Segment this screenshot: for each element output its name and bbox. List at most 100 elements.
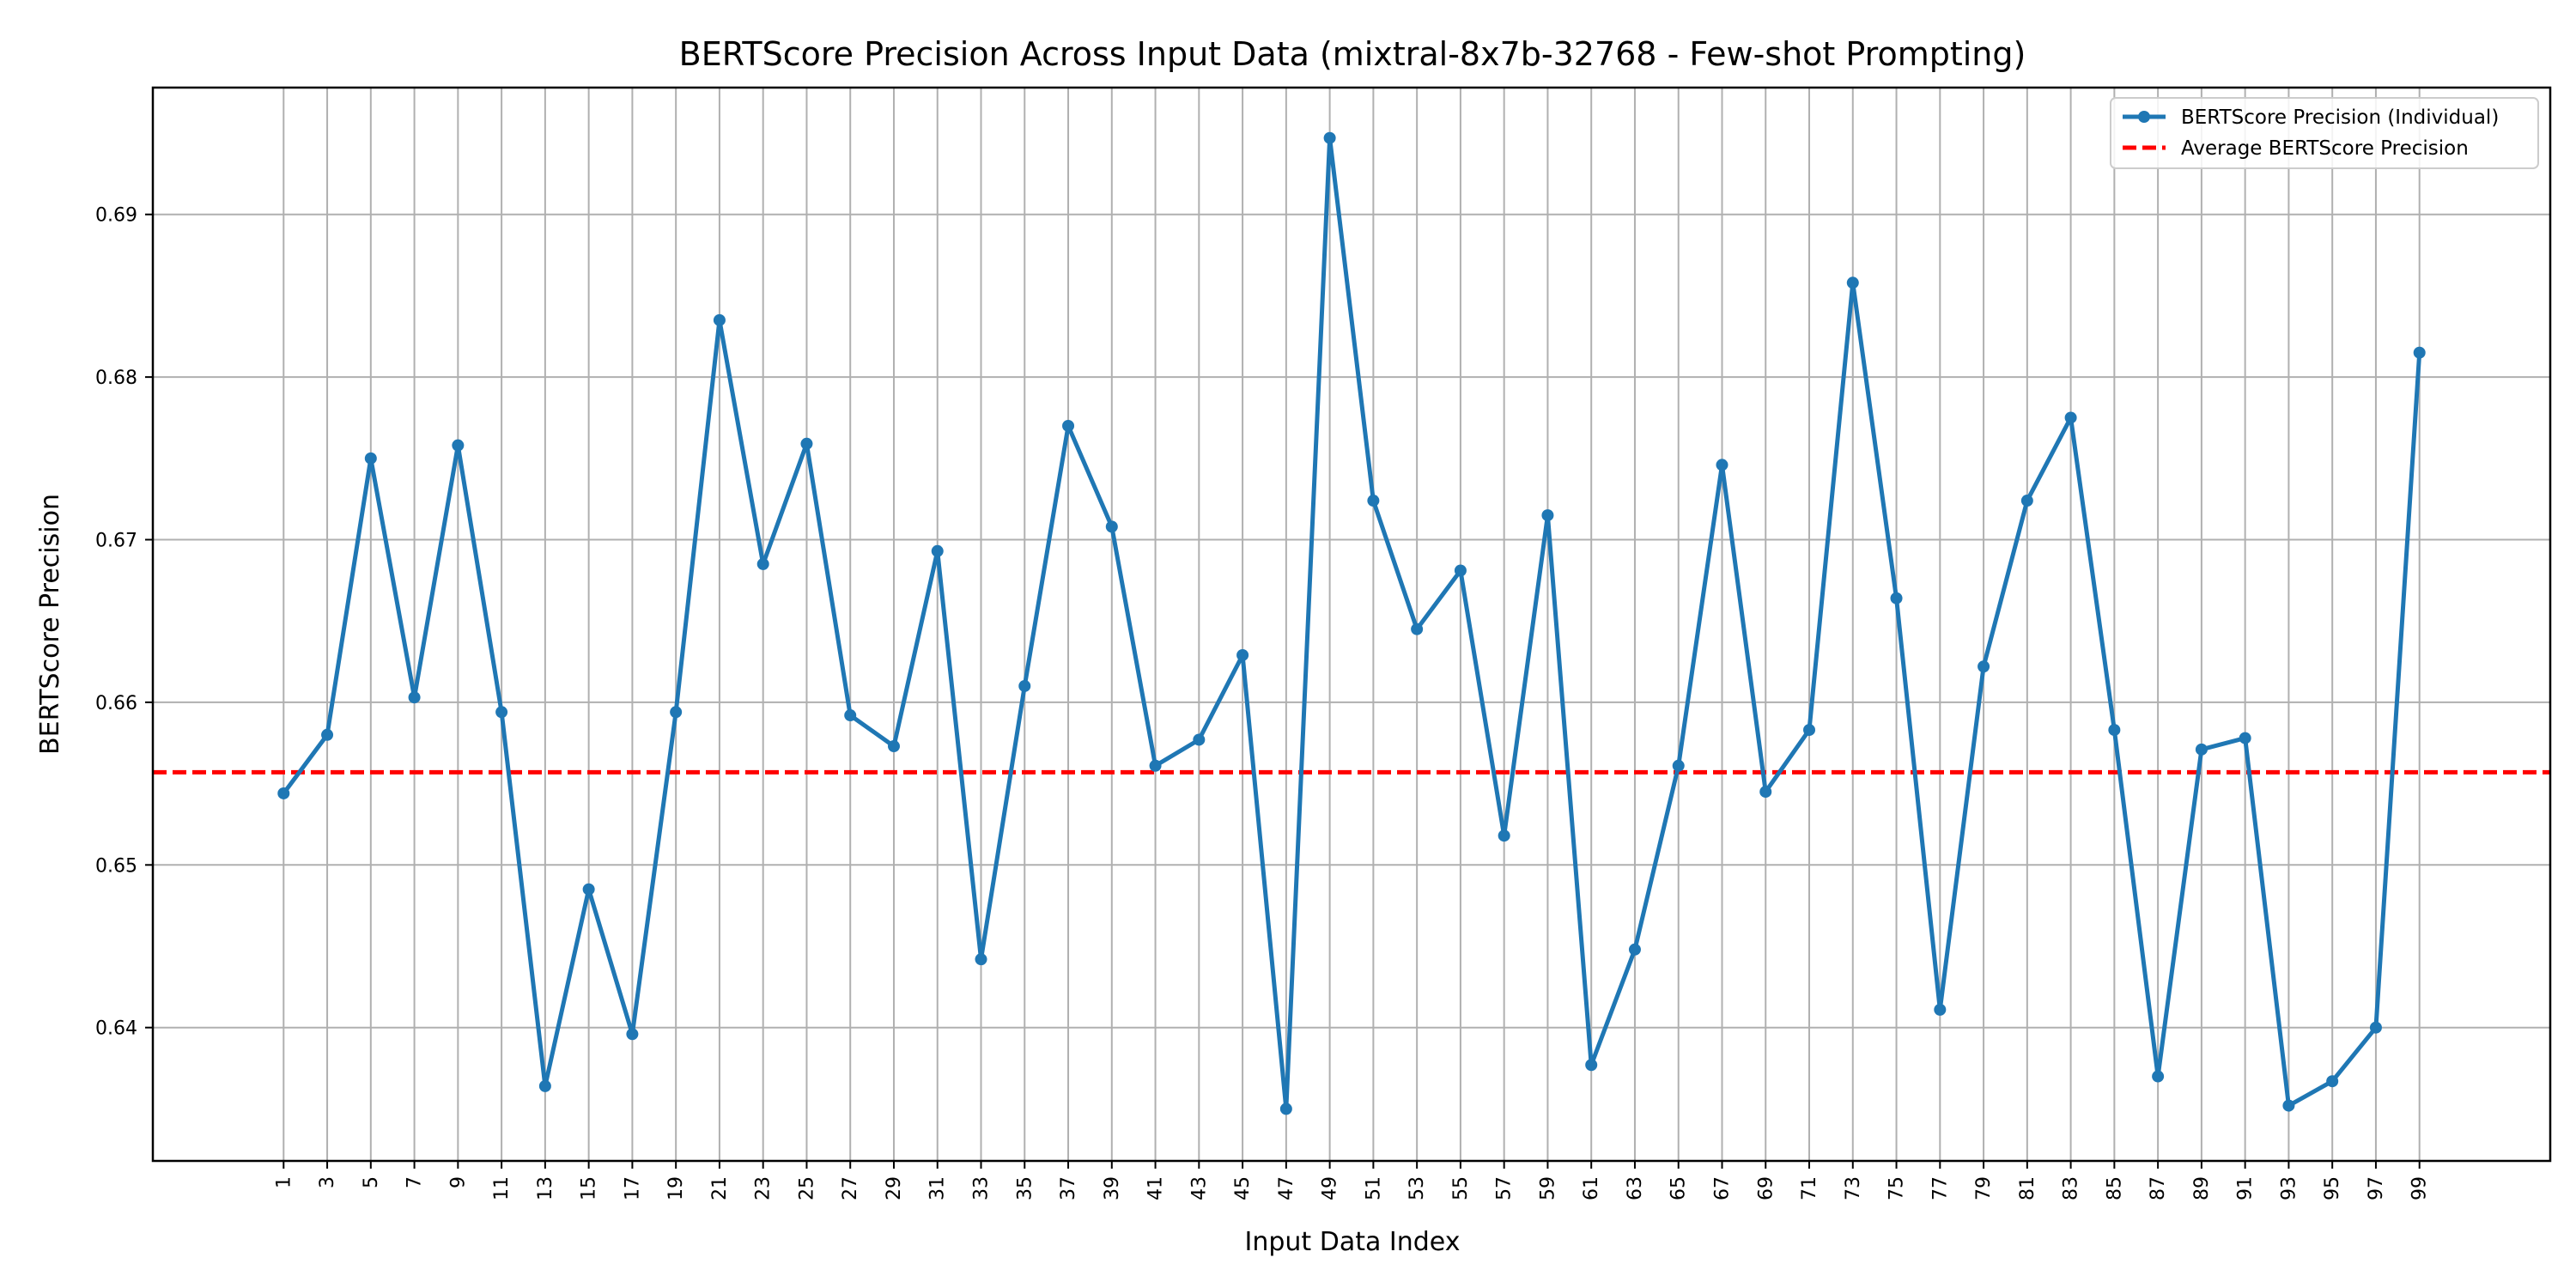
x-tick-label: 15 [579, 1176, 600, 1200]
data-point [1541, 509, 1554, 522]
x-tick-label: 97 [2366, 1176, 2387, 1200]
data-point [364, 452, 377, 465]
data-point [626, 1028, 639, 1041]
x-tick-label: 91 [2235, 1176, 2257, 1200]
data-point [1236, 648, 1249, 661]
x-tick-label: 79 [1973, 1176, 1995, 1200]
x-tick-label: 43 [1188, 1176, 1210, 1200]
data-point [1323, 131, 1336, 144]
y-tick-label: 0.65 [95, 855, 137, 877]
data-point [887, 740, 900, 753]
x-tick-label: 87 [2148, 1176, 2169, 1200]
legend-marker-individual [2138, 111, 2150, 123]
x-tick-label: 75 [1886, 1176, 1908, 1200]
data-point [2413, 346, 2426, 359]
x-tick-label: 25 [796, 1176, 817, 1200]
x-tick-label: 3 [317, 1176, 338, 1188]
x-tick-label: 89 [2191, 1176, 2213, 1200]
x-tick-label: 49 [1320, 1176, 1341, 1200]
x-tick-label: 19 [665, 1176, 687, 1200]
x-tick-label: 73 [1843, 1176, 1864, 1200]
data-point [1890, 592, 1903, 605]
data-point [844, 709, 857, 722]
x-tick-label: 57 [1494, 1176, 1516, 1200]
legend-box [2110, 97, 2539, 169]
x-tick-label: 7 [404, 1176, 426, 1188]
data-point [1367, 495, 1380, 507]
data-point [2195, 743, 2208, 756]
y-tick-label: 0.64 [95, 1018, 137, 1040]
data-point [975, 953, 987, 966]
x-tick-label: 85 [2104, 1176, 2125, 1200]
data-point [1585, 1059, 1598, 1072]
x-tick-label: 51 [1363, 1176, 1384, 1200]
data-point [1803, 724, 1816, 737]
x-tick-label: 77 [1929, 1176, 1951, 1200]
x-tick-label: 31 [927, 1176, 949, 1200]
data-point [495, 706, 508, 719]
data-point [1846, 276, 1859, 289]
data-point [2108, 724, 2121, 737]
data-point [582, 883, 595, 896]
x-tick-label: 33 [971, 1176, 993, 1200]
x-tick-label: 95 [2322, 1176, 2343, 1200]
data-point [1759, 786, 1772, 799]
data-point [1978, 660, 1990, 673]
x-tick-label: 1 [273, 1176, 295, 1188]
data-point [756, 557, 769, 570]
data-point [931, 544, 944, 557]
data-point [1498, 829, 1510, 842]
x-tick-label: 69 [1755, 1176, 1777, 1200]
x-tick-label: 13 [535, 1176, 556, 1200]
plot-frame [151, 86, 2552, 1163]
data-point [408, 691, 421, 704]
data-point [670, 706, 683, 719]
series-line-layer [282, 136, 2422, 1111]
data-point [2282, 1099, 2295, 1112]
x-tick-label: 29 [884, 1176, 905, 1200]
legend-label-average: Average BERTScore Precision [2181, 137, 2469, 160]
data-point [1018, 679, 1031, 692]
data-point [2326, 1075, 2339, 1088]
x-axis-label: Input Data Index [1245, 1227, 1461, 1257]
data-point [2064, 411, 2077, 424]
x-tick-label: 99 [2409, 1176, 2431, 1200]
x-tick-label: 63 [1625, 1176, 1646, 1200]
x-tick-label: 67 [1711, 1176, 1733, 1200]
data-point [1193, 733, 1206, 746]
x-tick-label: 71 [1799, 1176, 1820, 1200]
x-tick-label: 93 [2278, 1176, 2300, 1200]
legend: BERTScore Precision (Individual) Average… [2110, 97, 2539, 169]
data-point [713, 313, 726, 326]
chart-title: BERTScore Precision Across Input Data (m… [679, 35, 2026, 73]
data-point [321, 728, 334, 741]
data-point [1716, 459, 1728, 471]
legend-label-individual: BERTScore Precision (Individual) [2181, 106, 2499, 129]
data-point [1934, 1003, 1947, 1016]
data-point [277, 787, 290, 799]
data-point [800, 437, 813, 450]
series-line-individual [282, 136, 2422, 1111]
x-tick-label: 47 [1276, 1176, 1297, 1200]
data-point [538, 1079, 551, 1092]
x-tick-label: 61 [1581, 1176, 1602, 1200]
x-tick-label: 41 [1145, 1176, 1167, 1200]
data-point [2152, 1070, 2165, 1083]
x-tick-label: 9 [447, 1176, 469, 1188]
y-tick-label: 0.67 [95, 531, 137, 552]
data-point [452, 439, 465, 452]
x-tick-label: 5 [361, 1176, 382, 1188]
y-axis-ticks: 0.64 0.65 0.66 0.67 0.68 0.69 [95, 205, 153, 1040]
data-point [1149, 759, 1162, 772]
x-tick-label: 27 [840, 1176, 861, 1200]
x-tick-label: 81 [2017, 1176, 2038, 1200]
data-point [1454, 564, 1467, 577]
x-tick-label: 17 [622, 1176, 643, 1200]
x-tick-label: 37 [1058, 1176, 1079, 1200]
grid [153, 88, 2550, 1161]
y-tick-label: 0.66 [95, 693, 137, 714]
x-tick-label: 65 [1668, 1176, 1690, 1200]
x-tick-label: 83 [2061, 1176, 2082, 1200]
x-tick-label: 11 [491, 1176, 513, 1200]
